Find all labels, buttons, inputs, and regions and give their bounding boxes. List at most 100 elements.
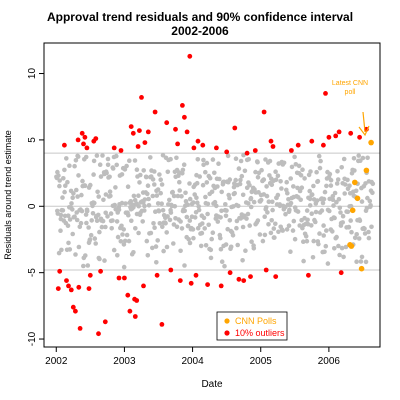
outlier-point [188, 280, 194, 286]
inlier-point [316, 241, 321, 247]
inlier-point [352, 235, 358, 241]
inlier-point [351, 156, 357, 161]
inlier-point [236, 203, 241, 209]
inlier-point [219, 189, 224, 195]
inlier-point [288, 200, 294, 206]
inlier-point [238, 177, 243, 183]
inlier-point [295, 209, 301, 214]
inlier-point [264, 193, 270, 199]
outlier-point [336, 129, 342, 135]
outlier-point [82, 134, 88, 140]
inlier-point [292, 236, 298, 242]
outlier-point [187, 53, 193, 59]
inlier-point [164, 244, 170, 250]
inlier-point [171, 193, 177, 199]
y-tick-label: 10 [27, 68, 38, 80]
outlier-point [205, 282, 211, 287]
outlier-point [81, 141, 86, 147]
inlier-point [129, 218, 134, 224]
inlier-point [75, 194, 80, 199]
inlier-point [354, 232, 360, 237]
inlier-point [313, 209, 319, 215]
inlier-point [247, 223, 252, 228]
inlier-point [165, 169, 171, 175]
inlier-point [146, 203, 152, 208]
inlier-point [334, 234, 339, 240]
outlier-point [338, 270, 344, 276]
inlier-point [181, 162, 187, 167]
inlier-point [346, 224, 352, 230]
legend-marker-outliers [224, 330, 230, 336]
inlier-point [86, 225, 91, 230]
y-axis: -10 -5 0 5 10 [27, 68, 44, 346]
inlier-point [219, 208, 224, 214]
inlier-point [354, 259, 359, 265]
inlier-point [116, 207, 122, 213]
inlier-point [118, 239, 124, 244]
inlier-point [64, 156, 69, 161]
inlier-point [100, 218, 106, 224]
inlier-point [148, 155, 153, 160]
inlier-point [105, 156, 111, 162]
outlier-point [116, 275, 122, 281]
inlier-point [197, 174, 202, 179]
outlier-point [96, 331, 101, 337]
inlier-point [91, 172, 96, 177]
outlier-point [263, 267, 269, 273]
inlier-point [174, 155, 179, 161]
inlier-point [232, 190, 237, 196]
outlier-point [139, 95, 144, 100]
inlier-point [248, 195, 254, 201]
inlier-point [97, 229, 102, 235]
inlier-point [269, 218, 275, 223]
inlier-point [113, 185, 118, 190]
inlier-point [335, 177, 341, 182]
inlier-point [66, 213, 71, 218]
inlier-point [328, 183, 334, 188]
inlier-point [218, 246, 224, 252]
outlier-point [66, 283, 71, 289]
outlier-point [227, 270, 233, 276]
inlier-point [208, 247, 214, 253]
outlier-point [154, 272, 160, 278]
inlier-point [144, 174, 149, 180]
x-tick-label: 2006 [318, 356, 341, 367]
y-tick-label: 5 [27, 137, 38, 143]
inlier-point [58, 212, 64, 218]
inlier-point [284, 227, 290, 232]
inlier-point [316, 153, 322, 159]
inlier-point [210, 157, 216, 162]
inlier-point [142, 203, 147, 209]
inlier-point [182, 263, 187, 268]
inlier-point [115, 234, 121, 240]
inlier-point [240, 192, 246, 198]
inlier-point [71, 191, 76, 196]
inlier-point [279, 186, 284, 191]
inlier-point [74, 217, 80, 223]
inlier-point [269, 182, 275, 188]
inlier-point [141, 168, 146, 173]
inlier-point [145, 183, 151, 188]
inlier-point [218, 215, 223, 220]
inlier-point [78, 220, 84, 226]
inlier-point [119, 223, 124, 229]
inlier-point [177, 188, 182, 193]
inlier-point [63, 183, 68, 188]
inlier-point [215, 184, 220, 189]
outlier-point [75, 137, 81, 143]
inlier-point [76, 244, 82, 250]
inlier-point [348, 218, 354, 223]
inlier-point [83, 253, 88, 258]
inlier-point [271, 226, 277, 231]
inlier-point [56, 173, 61, 178]
inlier-point [70, 195, 75, 201]
inlier-point [157, 172, 162, 177]
legend-box [216, 311, 288, 341]
inlier-point [258, 197, 264, 203]
inlier-point [284, 179, 290, 185]
inlier-point [288, 249, 293, 254]
inlier-point [158, 177, 163, 182]
inlier-point [62, 189, 67, 195]
outlier-point [122, 275, 127, 281]
